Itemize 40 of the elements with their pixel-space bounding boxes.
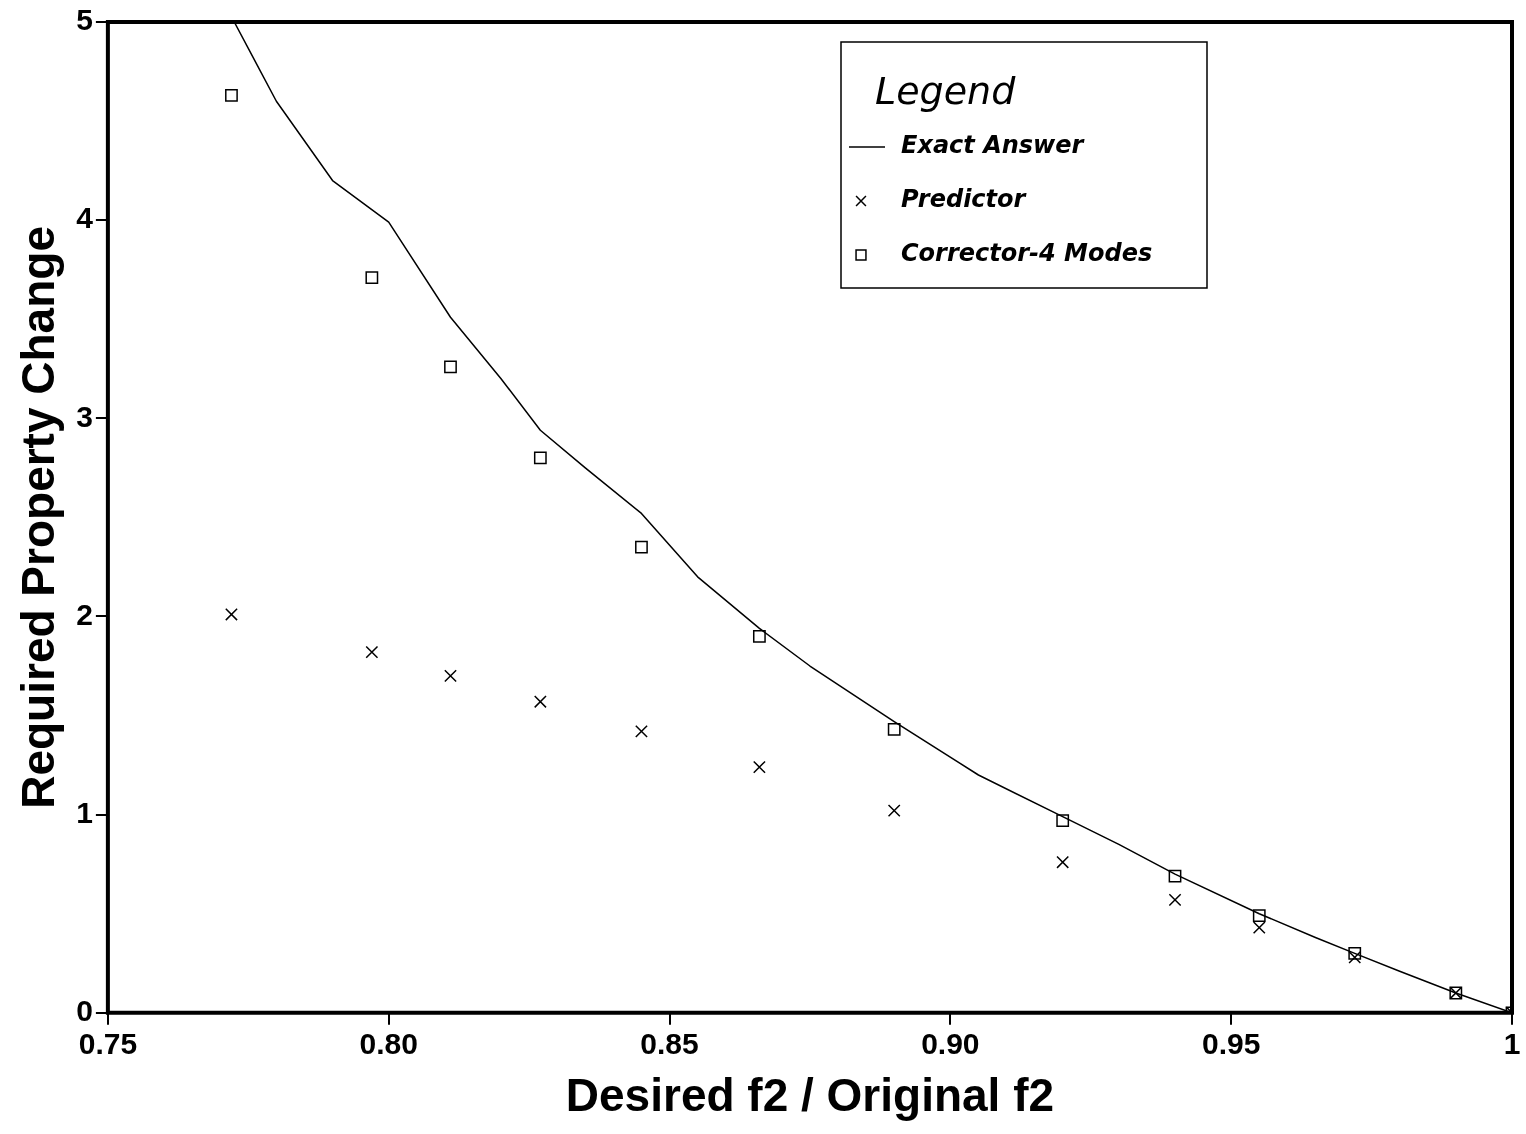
point bbox=[635, 725, 648, 738]
point bbox=[1252, 909, 1266, 923]
point bbox=[225, 88, 238, 102]
x-tick-label: 0.80 bbox=[359, 1027, 418, 1061]
point bbox=[1168, 869, 1182, 883]
y-axis-title: Required Property Change bbox=[12, 226, 65, 809]
point bbox=[444, 669, 457, 683]
x-tick-label: 0.75 bbox=[78, 1027, 138, 1061]
point bbox=[365, 271, 379, 285]
point bbox=[1168, 893, 1182, 907]
point bbox=[1056, 855, 1070, 869]
point bbox=[444, 360, 457, 374]
point bbox=[1252, 921, 1266, 934]
x-tick-label: 1 bbox=[1503, 1027, 1521, 1061]
point bbox=[887, 804, 901, 818]
point bbox=[1348, 950, 1362, 964]
point bbox=[365, 645, 379, 659]
x-tick-label: 0.95 bbox=[1201, 1027, 1261, 1061]
point bbox=[752, 629, 766, 643]
legend-label: Exact Answer bbox=[901, 131, 1086, 160]
point bbox=[752, 760, 766, 774]
y-tick-label: 3 bbox=[76, 399, 93, 433]
y-tick-label: 2 bbox=[76, 597, 93, 631]
point bbox=[225, 608, 238, 621]
point bbox=[635, 540, 648, 554]
x-tick-label: 0.85 bbox=[640, 1027, 699, 1061]
legend-title: Legend bbox=[875, 68, 1017, 113]
y-tick-label: 0 bbox=[76, 994, 93, 1028]
point bbox=[1056, 814, 1070, 827]
y-tick-label: 5 bbox=[76, 3, 93, 37]
y-tick-label: 1 bbox=[76, 795, 93, 829]
legend-label: Predictor bbox=[901, 185, 1028, 214]
legend-label: Corrector-4 Modes bbox=[901, 239, 1153, 268]
x-axis-title: Desired f2 / Original f2 bbox=[565, 1069, 1055, 1122]
point bbox=[887, 723, 901, 736]
x-tick-label: 0.90 bbox=[921, 1027, 980, 1061]
y-tick-label: 4 bbox=[76, 201, 94, 235]
point bbox=[533, 451, 547, 465]
point bbox=[533, 695, 547, 709]
point bbox=[1348, 946, 1362, 960]
